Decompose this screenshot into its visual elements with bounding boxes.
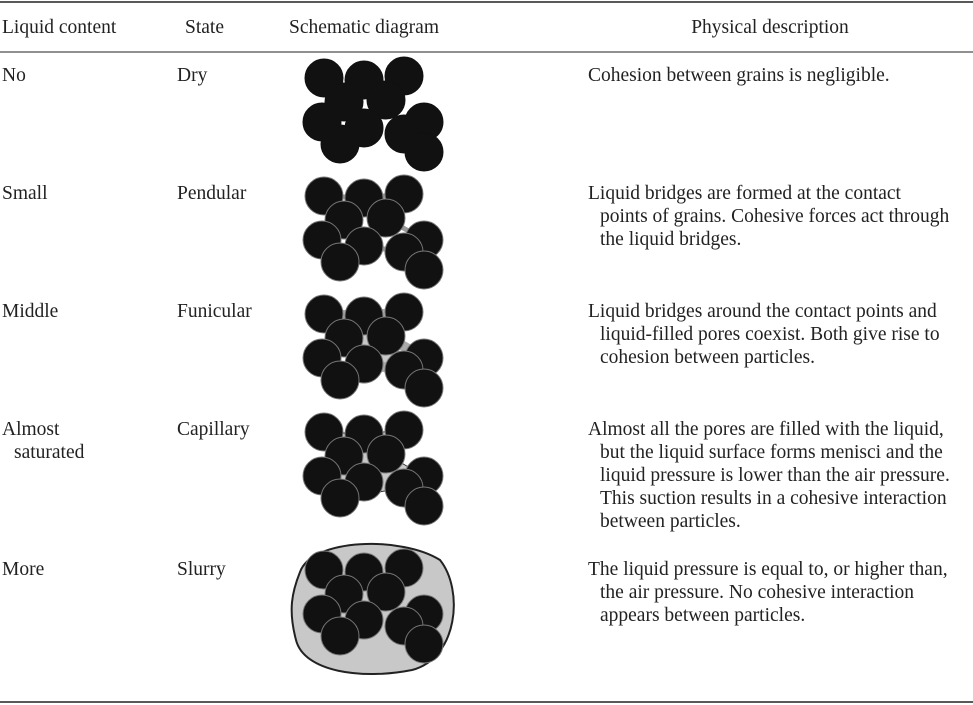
description-line: Almost all the pores are filled with the… (588, 419, 944, 440)
liquid-content: No (2, 65, 26, 86)
grain (366, 80, 406, 120)
liquid-content: saturated (14, 442, 85, 463)
description-line: points of grains. Cohesive forces act th… (600, 206, 950, 227)
grain (366, 198, 406, 238)
description-line: appears between particles. (600, 605, 806, 626)
grain (320, 242, 360, 282)
description-line: but the liquid surface forms menisci and… (600, 442, 943, 463)
description-line: Liquid bridges are formed at the contact (588, 183, 901, 204)
liquid-content: Small (2, 183, 48, 204)
column-header: State (185, 17, 224, 38)
grain (320, 616, 360, 656)
grain (404, 486, 444, 526)
grain (366, 316, 406, 356)
column-header: Physical description (691, 17, 849, 38)
description-line: liquid-filled pores coexist. Both give r… (600, 324, 940, 345)
description-line: Liquid bridges around the contact points… (588, 301, 937, 322)
description-line: between particles. (600, 511, 741, 532)
state: Funicular (177, 301, 252, 322)
state: Pendular (177, 183, 247, 204)
liquid-content: Almost (2, 419, 60, 440)
grain (366, 572, 406, 612)
grain (366, 434, 406, 474)
description-line: This suction results in a cohesive inter… (600, 488, 947, 509)
state: Slurry (177, 559, 226, 580)
grain (404, 368, 444, 408)
grain (320, 124, 360, 164)
column-header: Liquid content (2, 17, 117, 38)
liquid-content: More (2, 559, 45, 580)
grain (320, 478, 360, 518)
state: Dry (177, 65, 208, 86)
description-line: the air pressure. No cohesive interactio… (600, 582, 915, 603)
description-line: cohesion between particles. (600, 347, 815, 368)
liquid-content: Middle (2, 301, 59, 322)
description-line: the liquid bridges. (600, 229, 742, 250)
description-line: Cohesion between grains is negligible. (588, 65, 890, 86)
description-line: liquid pressure is lower than the air pr… (600, 465, 950, 486)
description-line: The liquid pressure is equal to, or high… (588, 559, 948, 580)
column-header: Schematic diagram (289, 17, 439, 38)
grain (404, 250, 444, 290)
grain (320, 360, 360, 400)
state: Capillary (177, 419, 250, 440)
grain (404, 132, 444, 172)
grain (404, 624, 444, 664)
